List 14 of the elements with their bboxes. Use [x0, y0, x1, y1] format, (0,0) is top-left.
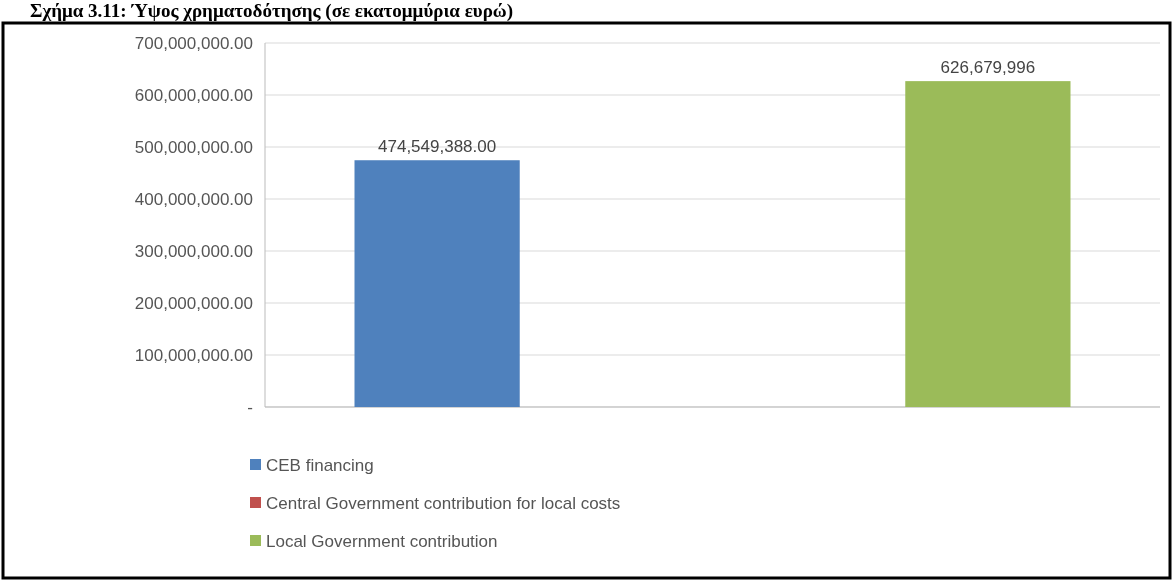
- y-tick-label: 600,000,000.00: [134, 85, 253, 105]
- y-tick-label: 700,000,000.00: [134, 33, 253, 53]
- y-tick-label: 300,000,000.00: [134, 241, 253, 261]
- legend-label: Central Government contribution for local costs: [266, 493, 621, 513]
- legend-label: CEB financing: [266, 455, 374, 475]
- y-tick-label: 500,000,000.00: [134, 137, 253, 157]
- data-label: 474,549,388.00: [378, 137, 497, 157]
- data-label: 626,679,996: [940, 58, 1036, 78]
- chart-title: Σχήμα 3.11: Ύψος χρηματοδότησης (σε εκατομμύρια ευρώ): [30, 0, 514, 22]
- y-tick-label: 100,000,000.00: [134, 345, 253, 365]
- y-tick-label: 400,000,000.00: [134, 189, 253, 209]
- legend-label: Local Government contribution: [266, 531, 498, 551]
- y-tick-label: -: [247, 397, 253, 417]
- y-tick-label: 200,000,000.00: [134, 293, 253, 313]
